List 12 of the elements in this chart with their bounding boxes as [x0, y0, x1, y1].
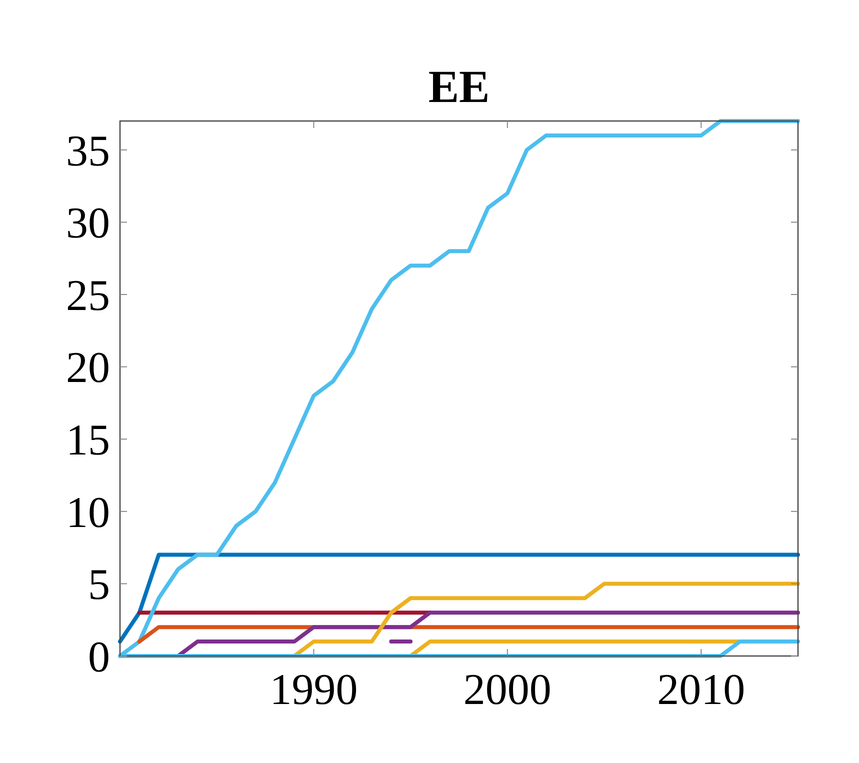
y-tick-label: 35: [66, 126, 110, 176]
y-tick-label: 0: [88, 632, 110, 682]
y-tick-label: 5: [88, 560, 110, 610]
y-tick-label: 10: [66, 488, 110, 537]
y-tick-label: 20: [66, 343, 110, 392]
x-tick-label: 2010: [657, 665, 746, 714]
chart-title: EE: [428, 61, 490, 112]
y-tick-label: 15: [66, 416, 110, 465]
y-tick-label: 30: [66, 198, 110, 248]
y-tick-label: 25: [66, 270, 110, 320]
x-tick-label: 1990: [270, 665, 358, 714]
x-tick-label: 2000: [463, 665, 552, 714]
